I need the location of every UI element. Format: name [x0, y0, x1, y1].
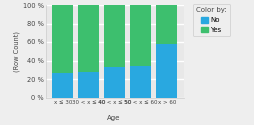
Bar — [78, 72, 99, 98]
Bar — [104, 5, 125, 67]
Bar — [130, 5, 151, 66]
Bar — [78, 5, 99, 72]
Bar — [104, 67, 125, 98]
Y-axis label: (Row Count): (Row Count) — [13, 31, 20, 72]
Legend: No, Yes: No, Yes — [192, 4, 229, 36]
Bar — [52, 5, 73, 73]
Bar — [155, 44, 177, 98]
Bar — [52, 74, 73, 98]
Bar — [155, 5, 177, 44]
Text: Age: Age — [106, 115, 120, 121]
Bar — [130, 66, 151, 98]
